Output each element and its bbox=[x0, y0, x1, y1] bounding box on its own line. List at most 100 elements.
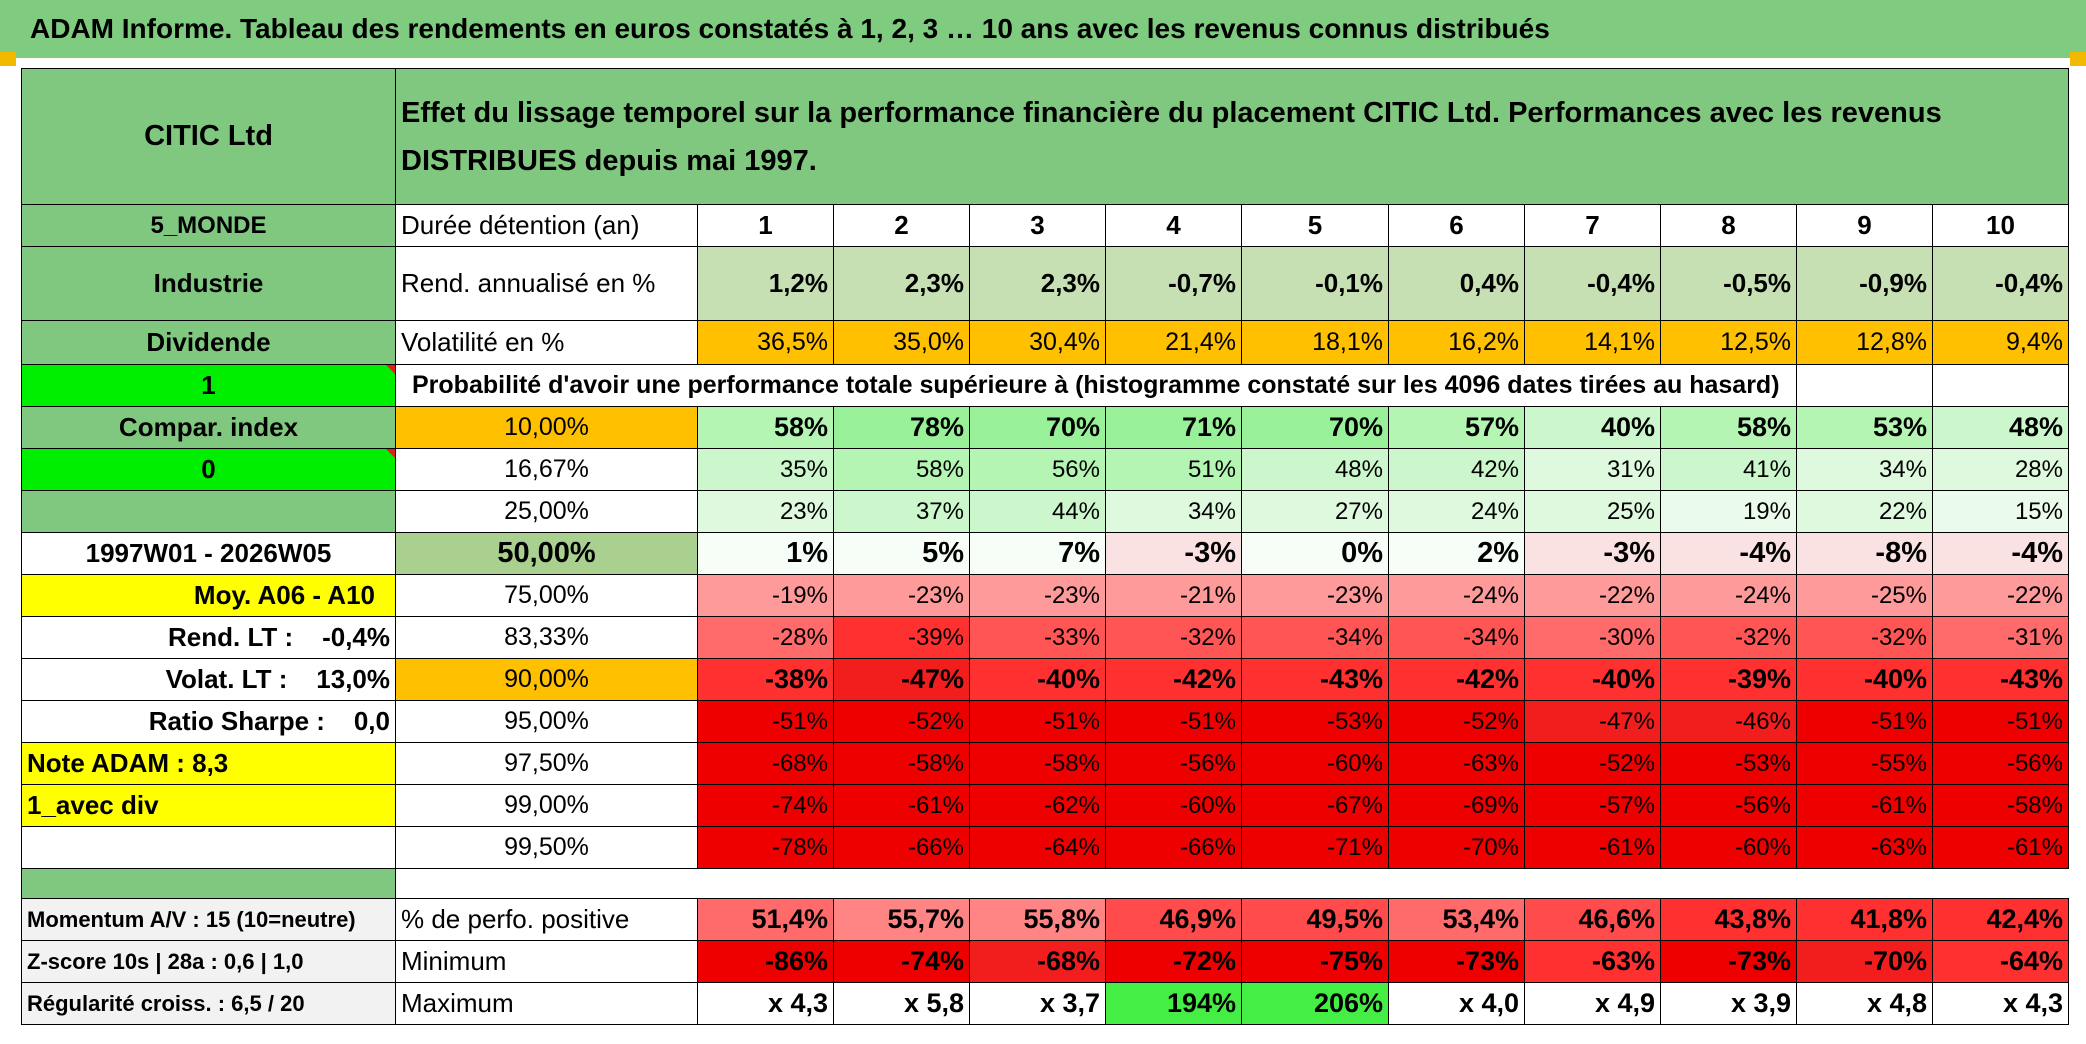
percentile-cell: -47% bbox=[833, 658, 970, 701]
volat-cell: 36,5% bbox=[697, 320, 834, 365]
percentile-cell: -51% bbox=[1105, 700, 1242, 743]
minimum-cell: -86% bbox=[697, 940, 834, 983]
percentile-cell: -23% bbox=[969, 574, 1106, 617]
percentile-cell: 19% bbox=[1660, 490, 1797, 533]
percentile-cell: -56% bbox=[1105, 742, 1242, 785]
positive-cell: 43,8% bbox=[1660, 898, 1797, 941]
volat-cell: 12,5% bbox=[1660, 320, 1797, 365]
percentile-cell: -68% bbox=[697, 742, 834, 785]
percentile-cell: -8% bbox=[1796, 532, 1933, 575]
zero-indicator: 0 bbox=[21, 448, 396, 491]
rend-cell: -0,1% bbox=[1241, 246, 1389, 321]
momentum-label: Momentum A/V : 15 (10=neutre) bbox=[21, 898, 396, 941]
percentile-cell: -66% bbox=[1105, 826, 1242, 869]
empty-cell bbox=[21, 826, 396, 869]
returns-table: CITIC Ltd Effet du lissage temporel sur … bbox=[21, 68, 2069, 1025]
volat-cell: 12,8% bbox=[1796, 320, 1933, 365]
percentile-cell: 58% bbox=[1660, 406, 1797, 449]
percentile-cell: -21% bbox=[1105, 574, 1242, 617]
percentile-cell: 7% bbox=[969, 532, 1106, 575]
one-indicator: 1 bbox=[21, 364, 396, 407]
maximum-cell: x 4,3 bbox=[697, 982, 834, 1025]
year-header: 4 bbox=[1105, 204, 1242, 247]
percentile-cell: -23% bbox=[1241, 574, 1389, 617]
percentile-cell: 1% bbox=[697, 532, 834, 575]
percentile-cell: 15% bbox=[1932, 490, 2069, 533]
percentile-level: 97,50% bbox=[395, 742, 698, 785]
percentile-level: 16,67% bbox=[395, 448, 698, 491]
percentile-cell: -4% bbox=[1932, 532, 2069, 575]
percentile-cell: -51% bbox=[969, 700, 1106, 743]
year-header: 6 bbox=[1388, 204, 1525, 247]
percentile-cell: -58% bbox=[1932, 784, 2069, 827]
positive-label: % de perfo. positive bbox=[395, 898, 698, 941]
percentile-cell: 2% bbox=[1388, 532, 1525, 575]
percentile-level: 99,00% bbox=[395, 784, 698, 827]
percentile-cell: -32% bbox=[1105, 616, 1242, 659]
period-label: 1997W01 - 2026W05 bbox=[21, 532, 396, 575]
asset-name: CITIC Ltd bbox=[21, 68, 396, 205]
positive-cell: 51,4% bbox=[697, 898, 834, 941]
percentile-cell: 53% bbox=[1796, 406, 1933, 449]
percentile-cell: -51% bbox=[1796, 700, 1933, 743]
positive-cell: 42,4% bbox=[1932, 898, 2069, 941]
zone-label: 5_MONDE bbox=[21, 204, 396, 247]
rend-cell: 2,3% bbox=[969, 246, 1106, 321]
percentile-cell: -32% bbox=[1796, 616, 1933, 659]
percentile-cell: 40% bbox=[1524, 406, 1661, 449]
percentile-cell: -51% bbox=[697, 700, 834, 743]
percentile-cell: 34% bbox=[1105, 490, 1242, 533]
percentile-cell: -40% bbox=[1524, 658, 1661, 701]
type-label: Dividende bbox=[21, 320, 396, 365]
div-label: 1_avec div bbox=[21, 784, 396, 827]
percentile-cell: 70% bbox=[1241, 406, 1389, 449]
minimum-cell: -68% bbox=[969, 940, 1106, 983]
positive-cell: 46,6% bbox=[1524, 898, 1661, 941]
volat-cell: 21,4% bbox=[1105, 320, 1242, 365]
minimum-cell: -70% bbox=[1796, 940, 1933, 983]
minimum-cell: -74% bbox=[833, 940, 970, 983]
year-header: 1 bbox=[697, 204, 834, 247]
percentile-cell: -58% bbox=[969, 742, 1106, 785]
percentile-cell: -62% bbox=[969, 784, 1106, 827]
percentile-level: 50,00% bbox=[395, 532, 698, 575]
percentile-level: 90,00% bbox=[395, 658, 698, 701]
volat-lt-label: Volat. LT : 13,0% bbox=[21, 658, 396, 701]
positive-cell: 55,7% bbox=[833, 898, 970, 941]
percentile-cell: -47% bbox=[1524, 700, 1661, 743]
year-header: 8 bbox=[1660, 204, 1797, 247]
empty-green-cell bbox=[21, 868, 396, 899]
percentile-cell: -42% bbox=[1388, 658, 1525, 701]
percentile-cell: -28% bbox=[697, 616, 834, 659]
rend-cell: -0,5% bbox=[1660, 246, 1797, 321]
percentile-cell: -67% bbox=[1241, 784, 1389, 827]
empty-cell bbox=[1796, 364, 1933, 407]
maximum-cell: x 4,9 bbox=[1524, 982, 1661, 1025]
rend-cell: -0,4% bbox=[1932, 246, 2069, 321]
percentile-cell: -23% bbox=[833, 574, 970, 617]
percentile-cell: 34% bbox=[1796, 448, 1933, 491]
percentile-cell: 57% bbox=[1388, 406, 1525, 449]
minimum-cell: -72% bbox=[1105, 940, 1242, 983]
volat-cell: 16,2% bbox=[1388, 320, 1525, 365]
percentile-cell: -60% bbox=[1660, 826, 1797, 869]
minimum-cell: -73% bbox=[1660, 940, 1797, 983]
maximum-cell: x 5,8 bbox=[833, 982, 970, 1025]
percentile-cell: 0% bbox=[1241, 532, 1389, 575]
percentile-cell: 37% bbox=[833, 490, 970, 533]
percentile-cell: -34% bbox=[1388, 616, 1525, 659]
percentile-cell: -3% bbox=[1105, 532, 1242, 575]
percentile-cell: 78% bbox=[833, 406, 970, 449]
rend-cell: 1,2% bbox=[697, 246, 834, 321]
rend-cell: -0,9% bbox=[1796, 246, 1933, 321]
note-adam-label: Note ADAM : 8,3 bbox=[21, 742, 396, 785]
percentile-cell: -56% bbox=[1932, 742, 2069, 785]
percentile-cell: -69% bbox=[1388, 784, 1525, 827]
percentile-cell: 48% bbox=[1932, 406, 2069, 449]
percentile-cell: -43% bbox=[1241, 658, 1389, 701]
proba-label: Probabilité d'avoir une performance tota… bbox=[395, 364, 1797, 407]
percentile-cell: -46% bbox=[1660, 700, 1797, 743]
minimum-cell: -75% bbox=[1241, 940, 1389, 983]
percentile-cell: -57% bbox=[1524, 784, 1661, 827]
percentile-cell: -42% bbox=[1105, 658, 1242, 701]
